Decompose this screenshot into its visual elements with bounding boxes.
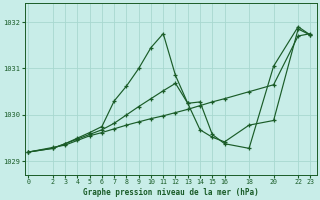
X-axis label: Graphe pression niveau de la mer (hPa): Graphe pression niveau de la mer (hPa) [83, 188, 259, 197]
